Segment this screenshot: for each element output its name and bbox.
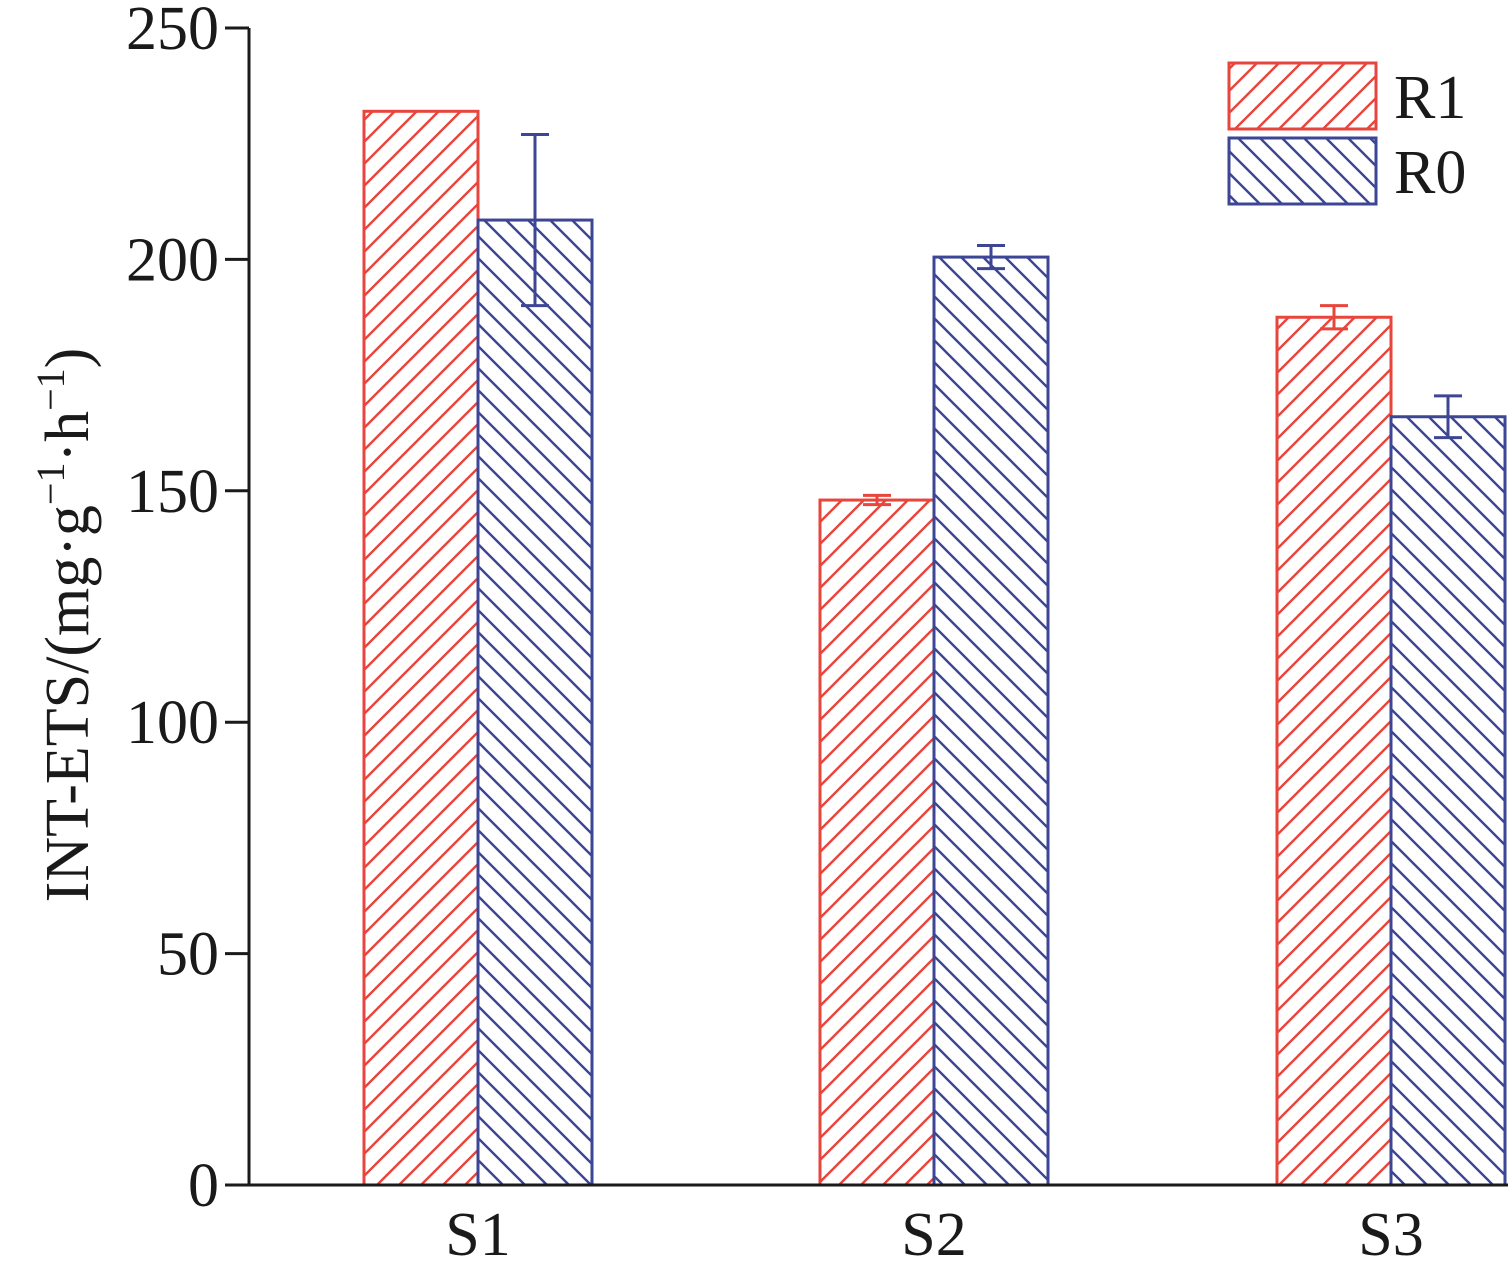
error-bar-r1-s2 xyxy=(863,493,891,507)
y-axis-title-mid: ·h xyxy=(34,411,102,463)
y-tick-label: 50 xyxy=(157,921,219,989)
bars-group xyxy=(362,109,1507,1187)
bar-r1-s3 xyxy=(1275,315,1393,1187)
bar-r0-s3 xyxy=(1389,415,1507,1187)
bar-r1-s2 xyxy=(818,498,936,1187)
y-axis-title-sup1: −1 xyxy=(28,463,73,506)
error-bar-r0-s2 xyxy=(977,244,1005,271)
bar-r0-s1 xyxy=(476,218,594,1187)
y-axis-title-sup2: −1 xyxy=(28,368,73,411)
y-tick-label: 250 xyxy=(126,0,219,63)
error-bar-r1-s3 xyxy=(1320,304,1348,331)
bar-r0-s2 xyxy=(932,255,1050,1187)
y-tick-label: 0 xyxy=(188,1152,219,1220)
y-axis-title: INT-ETS/(mg·g−1·h−1) xyxy=(28,348,102,903)
error-bars-group xyxy=(521,132,1462,507)
legend-label-r0: R0 xyxy=(1394,139,1466,207)
y-tick-label: 100 xyxy=(126,689,219,757)
error-bar-r0-s3 xyxy=(1434,394,1462,440)
legend-swatch-r0 xyxy=(1227,136,1378,206)
error-bar-r0-s1 xyxy=(521,132,549,308)
bar-r1-s1 xyxy=(362,109,480,1187)
y-ticks-group: 0 50 100 150 200 250 xyxy=(126,0,249,1220)
legend-label-r1: R1 xyxy=(1394,64,1466,132)
x-tick-label: S1 xyxy=(445,1201,510,1269)
y-axis-title-main: INT-ETS/(mg·g xyxy=(34,505,102,902)
y-axis-title-end: ) xyxy=(34,348,102,369)
x-ticks-group: S1 S2 S3 xyxy=(445,1201,1423,1269)
x-tick-label: S3 xyxy=(1358,1201,1423,1269)
legend-swatch-r1 xyxy=(1227,61,1378,131)
y-tick-label: 200 xyxy=(126,226,219,294)
x-tick-label: S2 xyxy=(901,1201,966,1269)
y-tick-label: 150 xyxy=(126,458,219,526)
